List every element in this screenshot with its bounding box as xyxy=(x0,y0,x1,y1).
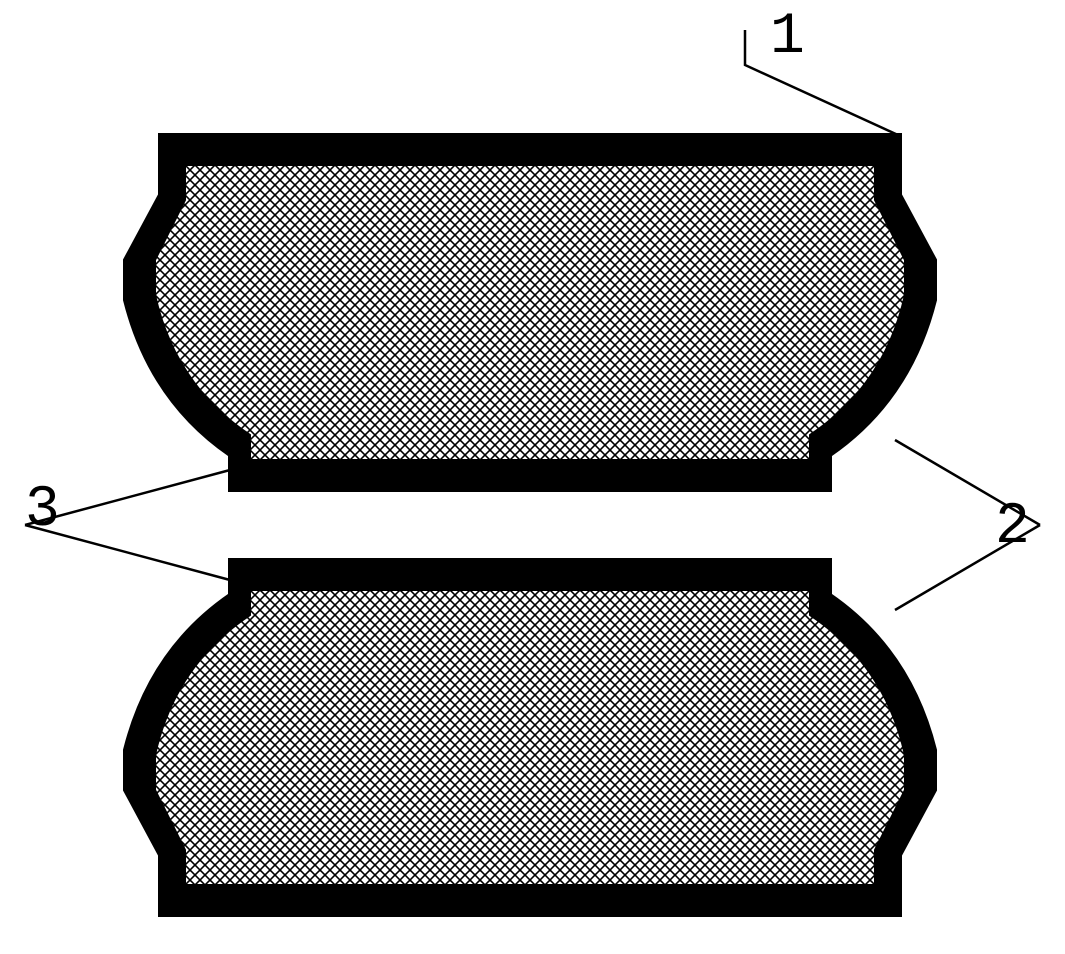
lower-inner-hatch xyxy=(155,590,905,885)
leader-1 xyxy=(745,30,898,135)
lower-part xyxy=(125,560,935,915)
callout-label-3: 3 xyxy=(25,478,60,543)
callout-label-2: 2 xyxy=(995,495,1030,560)
upper-inner-hatch xyxy=(155,165,905,460)
upper-part xyxy=(125,135,935,490)
diagram-svg xyxy=(0,0,1065,954)
callout-label-1: 1 xyxy=(770,5,805,70)
diagram-stage: 1 2 3 xyxy=(0,0,1065,954)
